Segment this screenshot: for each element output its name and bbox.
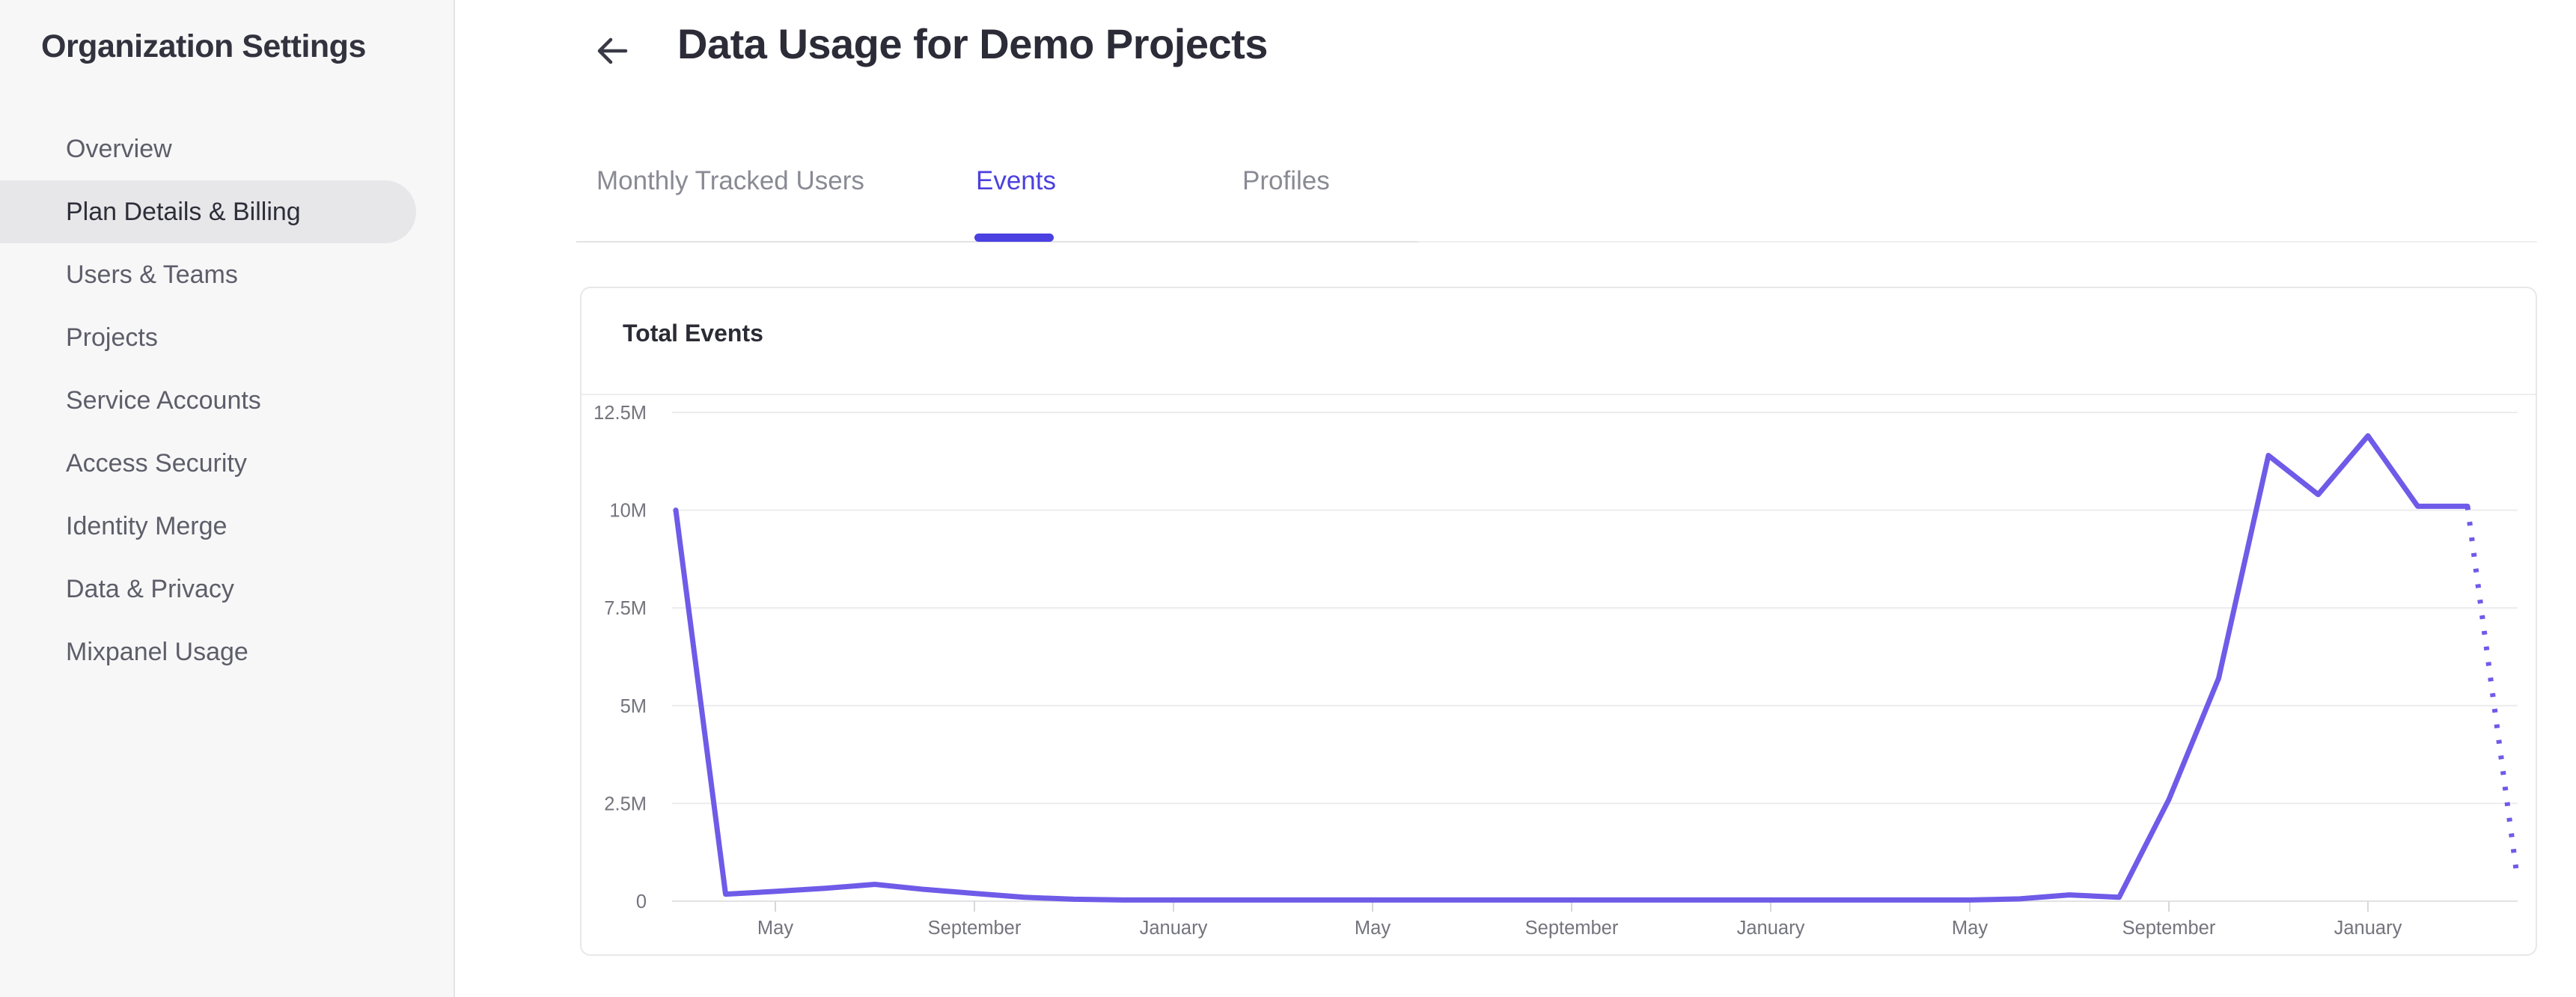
tab-events[interactable]: Events bbox=[976, 166, 1056, 195]
card-divider bbox=[582, 394, 2536, 395]
back-arrow-icon[interactable] bbox=[591, 30, 633, 72]
sidebar-item-users-teams[interactable]: Users & Teams bbox=[66, 260, 238, 289]
sidebar: Organization Settings Overview Plan Detai… bbox=[0, 0, 455, 997]
sidebar-item-data-privacy[interactable]: Data & Privacy bbox=[66, 575, 234, 603]
tab-profiles[interactable]: Profiles bbox=[1242, 166, 1330, 195]
sidebar-nav: Overview Plan Details & Billing Users & Te… bbox=[0, 118, 454, 683]
sidebar-item-identity-merge[interactable]: Identity Merge bbox=[66, 512, 228, 540]
sidebar-item-projects[interactable]: Projects bbox=[66, 323, 158, 352]
active-tab-underline bbox=[974, 234, 1054, 242]
sidebar-item-overview[interactable]: Overview bbox=[66, 135, 172, 163]
chart-title: Total Events bbox=[623, 320, 763, 347]
page-title: Data Usage for Demo Projects bbox=[677, 20, 1268, 67]
total-events-card: Total Events bbox=[580, 287, 2537, 956]
sidebar-item-access-security[interactable]: Access Security bbox=[66, 449, 247, 478]
tab-strip-border bbox=[576, 241, 1418, 243]
sidebar-item-mixpanel-usage[interactable]: Mixpanel Usage bbox=[66, 638, 248, 666]
sidebar-item-plan-details-billing[interactable]: Plan Details & Billing bbox=[0, 180, 416, 243]
tab-monthly-tracked-users[interactable]: Monthly Tracked Users bbox=[596, 166, 864, 195]
sidebar-title: Organization Settings bbox=[41, 28, 366, 64]
sidebar-item-service-accounts[interactable]: Service Accounts bbox=[66, 386, 261, 415]
tab-bar-border bbox=[576, 241, 2537, 243]
